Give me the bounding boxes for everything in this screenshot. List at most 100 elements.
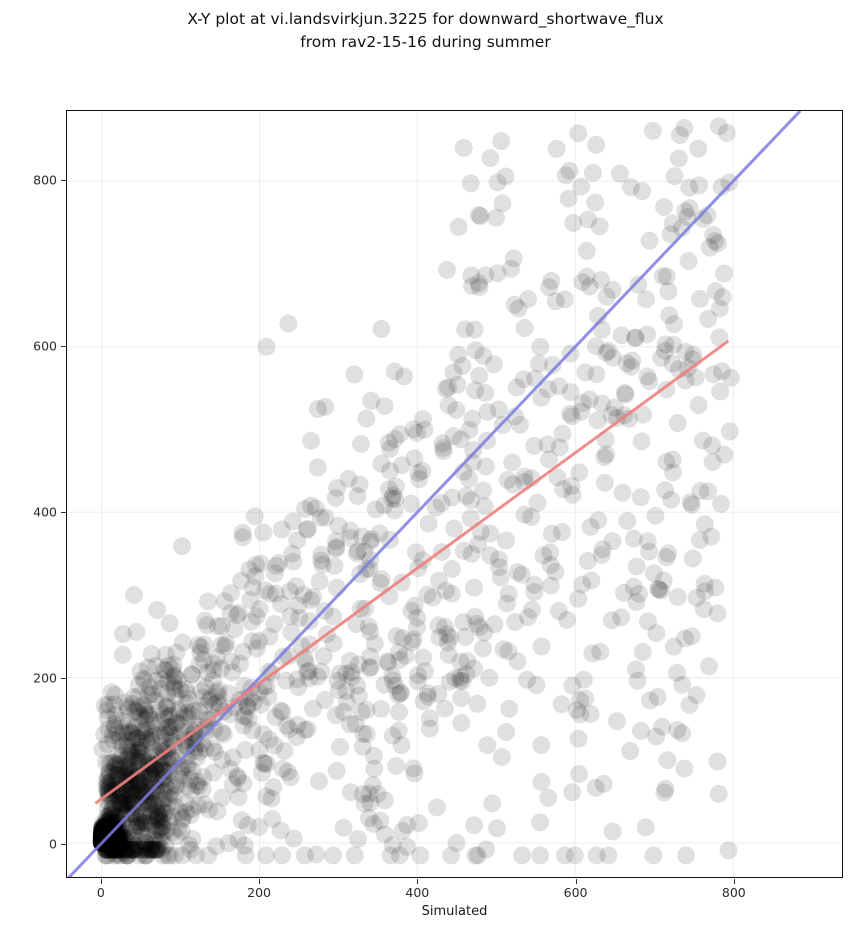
scatter-point [468,846,487,865]
scatter-point [100,833,119,852]
scatter-point [433,434,452,453]
scatter-point [100,823,119,842]
scatter-point [100,819,119,838]
scatter-point [96,827,115,846]
scatter-point [100,828,119,847]
scatter-point [235,689,254,708]
scatter-point [353,737,372,756]
scatter-point [106,824,125,843]
scatter-point [385,501,404,520]
scatter-point [519,608,537,627]
scatter-point [116,795,135,814]
scatter-point [153,823,172,842]
scatter-point [101,830,120,849]
scatter-point [115,840,134,859]
scatter-point [100,829,119,848]
scatter-point [429,616,448,635]
y-tick-label: 800 [33,173,57,188]
scatter-point [528,494,547,512]
scatter-point [657,548,676,567]
scatter-point [147,798,166,817]
scatter-point [709,117,728,136]
scatter-point [252,695,271,714]
scatter-point [646,506,665,525]
y-tick-mark [61,678,66,680]
scatter-point [476,457,495,476]
scatter-point [155,660,174,679]
scatter-point [569,589,588,608]
scatter-point [156,697,175,716]
scatter-point [517,670,536,689]
scatter-point [126,795,145,814]
scatter-point [141,806,160,825]
scatter-point [93,827,112,846]
scatter-point [360,658,379,677]
scatter-point [656,481,675,500]
scatter-point [618,512,637,531]
scatter-point [331,737,350,756]
scatter-point [591,642,610,661]
scatter-point [123,788,142,807]
scatter-point [624,529,643,548]
scatter-point [136,840,154,859]
scatter-point [137,706,156,725]
scatter-point [592,546,611,565]
scatter-point [236,741,255,760]
scatter-point [93,827,111,846]
scatter-point [345,365,364,384]
scatter-point [616,385,635,404]
scatter-point [109,829,128,848]
scatter-point [137,834,156,853]
scatter-point [165,673,184,692]
scatter-point [148,796,167,815]
scatter-point [97,823,116,841]
scatter-point [105,846,124,865]
scatter-point [280,582,299,601]
scatter-point [99,831,118,850]
scatter-point [92,829,111,848]
scatter-point [118,697,137,716]
scatter-point [137,791,156,810]
scatter-point [622,357,641,376]
scatter-point [298,519,317,538]
scatter-point [173,633,192,652]
scatter-point [97,833,116,852]
scatter-point [234,716,253,735]
scatter-point [100,831,119,850]
scatter-point [468,694,487,713]
scatter-point [111,756,130,775]
scatter-point [375,496,394,515]
scatter-point [706,282,725,301]
scatter-point [328,671,347,690]
scatter-point [691,482,710,500]
scatter-point [713,288,732,307]
scatter-point [693,431,712,450]
scatter-point [456,627,475,646]
scatter-point [93,826,112,845]
scatter-point [702,527,721,546]
scatter-point [96,833,115,851]
scatter-point [113,711,132,730]
scatter-point [383,726,402,745]
scatter-point [141,770,160,789]
scatter-point [105,827,124,846]
scatter-point [124,688,143,707]
scatter-point [97,823,116,841]
scatter-point [474,346,493,365]
scatter-point [334,702,353,721]
scatter-point [167,643,186,662]
scatter-point [97,832,116,851]
scatter-point [698,206,717,225]
scatter-point [164,807,183,826]
scatter-point [97,832,116,851]
scatter-point [117,804,136,823]
scatter-point [123,805,142,824]
scatter-point [100,829,119,848]
scatter-point [109,846,128,865]
scatter-point [709,784,728,803]
scatter-point [137,840,156,859]
scatter-point [108,833,127,852]
scatter-point [364,814,383,833]
scatter-point [120,755,139,774]
scatter-point [98,821,117,840]
